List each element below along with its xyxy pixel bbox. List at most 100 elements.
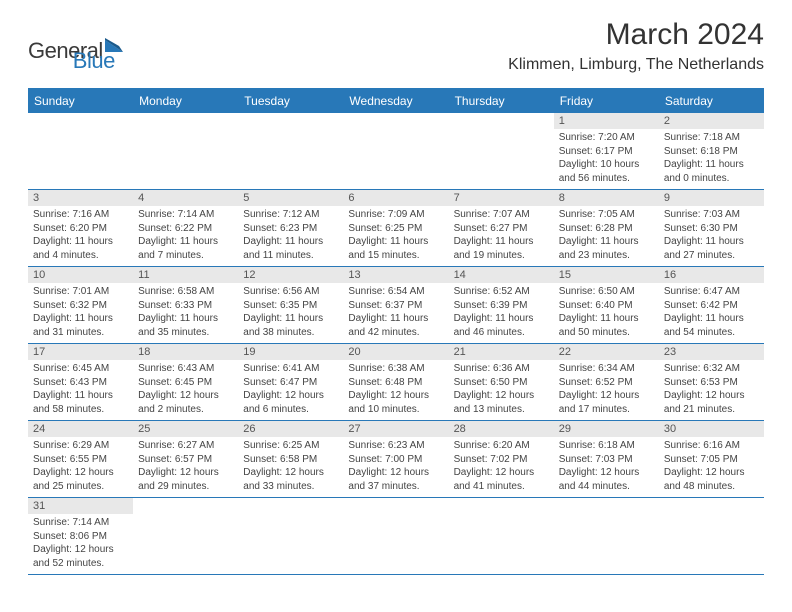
day-number: 18 <box>133 344 238 360</box>
sunset-text: Sunset: 7:05 PM <box>664 453 759 467</box>
daylight2-text: and 25 minutes. <box>33 480 128 494</box>
day-cell-empty <box>133 113 238 189</box>
daylight2-text: and 0 minutes. <box>664 172 759 186</box>
week-row: 17Sunrise: 6:45 AMSunset: 6:43 PMDayligh… <box>28 344 764 421</box>
sunrise-text: Sunrise: 7:01 AM <box>33 285 128 299</box>
day-details: Sunrise: 6:38 AMSunset: 6:48 PMDaylight:… <box>343 360 448 420</box>
sunset-text: Sunset: 6:53 PM <box>664 376 759 390</box>
day-number: 24 <box>28 421 133 437</box>
sunrise-text: Sunrise: 7:18 AM <box>664 131 759 145</box>
day-details: Sunrise: 7:09 AMSunset: 6:25 PMDaylight:… <box>343 206 448 266</box>
sunrise-text: Sunrise: 6:50 AM <box>559 285 654 299</box>
sunrise-text: Sunrise: 7:14 AM <box>138 208 233 222</box>
logo-text-blue: Blue <box>73 48 115 74</box>
daylight1-text: Daylight: 12 hours <box>454 466 549 480</box>
day-number: 13 <box>343 267 448 283</box>
sunset-text: Sunset: 6:35 PM <box>243 299 338 313</box>
day-details: Sunrise: 6:25 AMSunset: 6:58 PMDaylight:… <box>238 437 343 497</box>
sunrise-text: Sunrise: 6:58 AM <box>138 285 233 299</box>
sunset-text: Sunset: 6:45 PM <box>138 376 233 390</box>
day-number: 5 <box>238 190 343 206</box>
week-row: 1Sunrise: 7:20 AMSunset: 6:17 PMDaylight… <box>28 113 764 190</box>
day-details: Sunrise: 6:18 AMSunset: 7:03 PMDaylight:… <box>554 437 659 497</box>
day-number: 15 <box>554 267 659 283</box>
day-details: Sunrise: 6:43 AMSunset: 6:45 PMDaylight:… <box>133 360 238 420</box>
daylight1-text: Daylight: 11 hours <box>33 235 128 249</box>
sunrise-text: Sunrise: 6:23 AM <box>348 439 443 453</box>
daylight1-text: Daylight: 11 hours <box>559 235 654 249</box>
week-row: 24Sunrise: 6:29 AMSunset: 6:55 PMDayligh… <box>28 421 764 498</box>
day-details: Sunrise: 7:18 AMSunset: 6:18 PMDaylight:… <box>659 129 764 189</box>
day-cell: 30Sunrise: 6:16 AMSunset: 7:05 PMDayligh… <box>659 421 764 497</box>
daylight2-text: and 13 minutes. <box>454 403 549 417</box>
daylight2-text: and 54 minutes. <box>664 326 759 340</box>
daylight1-text: Daylight: 11 hours <box>33 389 128 403</box>
sunrise-text: Sunrise: 7:05 AM <box>559 208 654 222</box>
day-cell-empty <box>343 498 448 574</box>
day-cell: 28Sunrise: 6:20 AMSunset: 7:02 PMDayligh… <box>449 421 554 497</box>
day-number: 4 <box>133 190 238 206</box>
day-number: 11 <box>133 267 238 283</box>
sunset-text: Sunset: 6:17 PM <box>559 145 654 159</box>
sunset-text: Sunset: 6:48 PM <box>348 376 443 390</box>
day-cell: 6Sunrise: 7:09 AMSunset: 6:25 PMDaylight… <box>343 190 448 266</box>
sunrise-text: Sunrise: 7:12 AM <box>243 208 338 222</box>
day-cell-empty <box>659 498 764 574</box>
daylight2-text: and 56 minutes. <box>559 172 654 186</box>
daylight1-text: Daylight: 12 hours <box>243 466 338 480</box>
daylight1-text: Daylight: 12 hours <box>33 466 128 480</box>
daylight2-text: and 17 minutes. <box>559 403 654 417</box>
day-details: Sunrise: 6:34 AMSunset: 6:52 PMDaylight:… <box>554 360 659 420</box>
day-details: Sunrise: 7:14 AMSunset: 6:22 PMDaylight:… <box>133 206 238 266</box>
day-cell: 11Sunrise: 6:58 AMSunset: 6:33 PMDayligh… <box>133 267 238 343</box>
sunset-text: Sunset: 6:27 PM <box>454 222 549 236</box>
sunrise-text: Sunrise: 6:52 AM <box>454 285 549 299</box>
daylight2-text: and 41 minutes. <box>454 480 549 494</box>
sunset-text: Sunset: 6:40 PM <box>559 299 654 313</box>
day-cell: 20Sunrise: 6:38 AMSunset: 6:48 PMDayligh… <box>343 344 448 420</box>
sunrise-text: Sunrise: 6:47 AM <box>664 285 759 299</box>
daylight2-text: and 7 minutes. <box>138 249 233 263</box>
day-cell: 1Sunrise: 7:20 AMSunset: 6:17 PMDaylight… <box>554 113 659 189</box>
sunrise-text: Sunrise: 6:36 AM <box>454 362 549 376</box>
day-cell-empty <box>449 498 554 574</box>
sunset-text: Sunset: 6:55 PM <box>33 453 128 467</box>
day-number: 30 <box>659 421 764 437</box>
daylight1-text: Daylight: 11 hours <box>664 158 759 172</box>
day-cell-empty <box>238 498 343 574</box>
daylight1-text: Daylight: 12 hours <box>33 543 128 557</box>
sunset-text: Sunset: 6:20 PM <box>33 222 128 236</box>
daylight1-text: Daylight: 12 hours <box>664 389 759 403</box>
day-number: 7 <box>449 190 554 206</box>
day-details: Sunrise: 7:12 AMSunset: 6:23 PMDaylight:… <box>238 206 343 266</box>
title-block: March 2024 Klimmen, Limburg, The Netherl… <box>508 18 764 74</box>
sunset-text: Sunset: 6:43 PM <box>33 376 128 390</box>
day-details: Sunrise: 7:05 AMSunset: 6:28 PMDaylight:… <box>554 206 659 266</box>
sunset-text: Sunset: 6:23 PM <box>243 222 338 236</box>
sunset-text: Sunset: 8:06 PM <box>33 530 128 544</box>
day-details: Sunrise: 6:50 AMSunset: 6:40 PMDaylight:… <box>554 283 659 343</box>
daylight2-text: and 44 minutes. <box>559 480 654 494</box>
day-number: 3 <box>28 190 133 206</box>
day-cell: 9Sunrise: 7:03 AMSunset: 6:30 PMDaylight… <box>659 190 764 266</box>
day-number: 25 <box>133 421 238 437</box>
day-number: 14 <box>449 267 554 283</box>
daylight2-text: and 21 minutes. <box>664 403 759 417</box>
daylight2-text: and 48 minutes. <box>664 480 759 494</box>
sunrise-text: Sunrise: 6:32 AM <box>664 362 759 376</box>
page-title: March 2024 <box>508 18 764 52</box>
day-number: 8 <box>554 190 659 206</box>
sunrise-text: Sunrise: 6:29 AM <box>33 439 128 453</box>
weekday-header: Tuesday <box>238 89 343 113</box>
daylight2-text: and 27 minutes. <box>664 249 759 263</box>
sunrise-text: Sunrise: 7:07 AM <box>454 208 549 222</box>
day-number: 27 <box>343 421 448 437</box>
day-cell: 2Sunrise: 7:18 AMSunset: 6:18 PMDaylight… <box>659 113 764 189</box>
day-cell: 5Sunrise: 7:12 AMSunset: 6:23 PMDaylight… <box>238 190 343 266</box>
sunset-text: Sunset: 6:18 PM <box>664 145 759 159</box>
weekday-header: Sunday <box>28 89 133 113</box>
day-cell: 7Sunrise: 7:07 AMSunset: 6:27 PMDaylight… <box>449 190 554 266</box>
day-details: Sunrise: 6:56 AMSunset: 6:35 PMDaylight:… <box>238 283 343 343</box>
day-cell-empty <box>238 113 343 189</box>
day-cell-empty <box>554 498 659 574</box>
